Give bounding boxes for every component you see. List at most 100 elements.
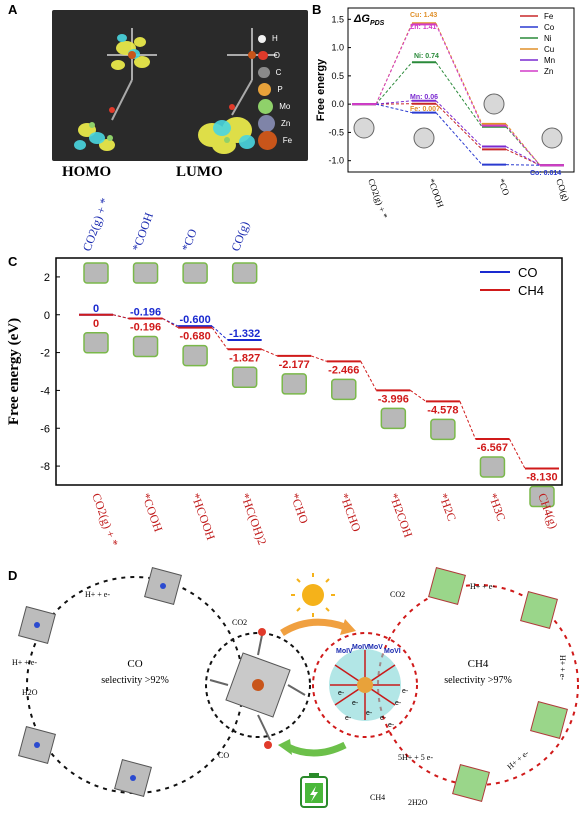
annotation-label: Fe: 0.007: [410, 106, 440, 113]
data-label-ch4: 0: [93, 318, 99, 330]
top-category-label: CO2(g) + *: [80, 196, 112, 253]
molecule-thumbnail: [182, 262, 208, 284]
bottom-category-label: *COOH: [139, 491, 166, 534]
y-tick-label: 2: [44, 272, 50, 284]
electron-3: e-: [366, 710, 373, 717]
bottom-category-label: *CHO: [287, 491, 311, 526]
top-category-label: *CO: [179, 227, 200, 253]
data-label-ch4: -0.680: [180, 331, 211, 343]
electron-4: e-: [380, 715, 387, 722]
panel-d-letter: D: [8, 568, 18, 583]
electron-6: e-: [402, 688, 409, 695]
atom-legend-item: P: [258, 81, 308, 98]
right-step-side: H+ + e-: [558, 655, 567, 680]
atom-label: O: [273, 51, 281, 60]
y-axis-label: Free energy (eV): [6, 318, 22, 425]
electron-5: e-: [395, 700, 402, 707]
y-tick-label: 1.0: [331, 43, 344, 53]
data-label-ch4: -0.196: [130, 321, 161, 333]
panel-c-letter: C: [8, 254, 18, 269]
molecule-thumbnail: [231, 366, 258, 389]
sun-icon: [291, 573, 335, 617]
molecule-thumbnail: [132, 335, 159, 358]
energy-link-co: [505, 164, 541, 166]
bottom-category-label: *H2COH: [387, 491, 416, 539]
molecule-thumbnail: [83, 332, 109, 354]
bottom-category-label: *HC(OH)2: [238, 491, 270, 547]
molecule-thumbnail: [281, 373, 307, 395]
y-axis-label: Free energy: [315, 58, 327, 121]
polyoxometalate-cluster: [329, 649, 401, 721]
bottom-category-label: *HCOOH: [188, 491, 218, 542]
mo-label-2: MoIV: [352, 644, 369, 651]
link-ch4: [112, 314, 129, 319]
atom-label: Zn: [281, 119, 291, 128]
bottom-category-label: CH4(g): [535, 491, 561, 530]
panel-d-scheme: CO selectivity >92% H+ + e- H+ + e- CO2 …: [12, 567, 579, 808]
legend-label-co: Co: [544, 23, 555, 32]
mo-label-4: MoVI: [384, 648, 401, 655]
data-label-co: -0.196: [130, 306, 161, 318]
atom-legend-item: H: [258, 30, 308, 47]
molecule-thumbnail: [479, 456, 506, 478]
energy-link-ni: [435, 61, 483, 128]
battery-icon: [300, 773, 328, 808]
top-category-label: *COOH: [129, 210, 156, 253]
legend-label-co: CO: [518, 265, 538, 280]
atom-legend-item: Mo: [258, 98, 308, 115]
homo-label: HOMO: [62, 164, 112, 180]
cluster-circle: [312, 632, 418, 738]
atom-label: Fe: [282, 136, 293, 145]
ch4-title: CH4: [468, 658, 489, 670]
mo-label-1: MoIV: [336, 648, 353, 655]
panel-b-chart: 1.5 1.0 0.5 0.0 -0.5 -1.0 Free energy ΔGPDS Cu: …: [315, 7, 575, 220]
atom-swatch: [258, 98, 274, 115]
electron-8: e-: [388, 722, 395, 729]
bottom-category-label: *H2C: [436, 491, 459, 523]
molecule-thumbnail: [132, 262, 159, 284]
ch4-out-label: CH4: [370, 793, 385, 802]
data-label-co: -0.600: [180, 314, 211, 326]
atom-legend-item: Zn: [258, 115, 308, 132]
right-step-top: H+ + e-: [470, 582, 495, 591]
link-ch4: [459, 401, 476, 440]
light-arrow: [280, 618, 347, 636]
link-ch4: [509, 438, 526, 469]
left-step-top: H+ + e-: [85, 590, 110, 599]
energy-link-zn: [435, 24, 483, 126]
electron-7: e-: [345, 715, 352, 722]
electron-2: e-: [352, 700, 359, 707]
right-co2-label: CO2: [390, 590, 405, 599]
panel-c-chart: 2 0 -2 -4 -6 -8 Free energy (eV) 0 -0.196 -0.600 -…: [6, 196, 563, 548]
bottom-category-label: CO2(g) + *: [89, 491, 121, 548]
y-tick-label: 0.0: [331, 99, 344, 109]
energy-link-cu: [505, 123, 541, 166]
center-porphyrin: [209, 628, 306, 749]
left-step-left: H+ + e-: [12, 658, 37, 667]
legend-label-cu: Cu: [544, 45, 554, 54]
plot-frame: [55, 257, 563, 486]
five-electron-label: 5H+ + 5 e-: [398, 753, 433, 762]
atom-label: Mo: [279, 102, 291, 111]
annotation-label: Mn: 0.06: [410, 94, 438, 101]
atom-legend-item: O: [258, 47, 308, 64]
light-arrow-head: [340, 619, 356, 635]
energy-link-co: [375, 103, 413, 114]
atom-swatch: [258, 66, 270, 79]
annotation-label: Cu: 1.43: [410, 12, 437, 19]
energy-link-mn: [435, 100, 483, 147]
atom-legend-item: C: [258, 64, 308, 81]
atom-swatch: [258, 50, 268, 61]
legend-label-fe: Fe: [544, 12, 554, 21]
molecule-thumbnail: [353, 117, 375, 139]
right-cycle-molecules: [428, 567, 568, 802]
link-ch4: [311, 355, 327, 362]
molecule-thumbnail: [483, 93, 505, 115]
atom-legend-item: Fe: [258, 131, 308, 150]
energy-link-co: [435, 112, 483, 165]
molecule-thumbnail: [541, 127, 563, 149]
ch4-selectivity: selectivity >97%: [444, 675, 512, 686]
legend-label-mn: Mn: [544, 56, 555, 65]
y-tick-label: 0: [44, 310, 50, 322]
electron-1: e-: [338, 690, 345, 697]
